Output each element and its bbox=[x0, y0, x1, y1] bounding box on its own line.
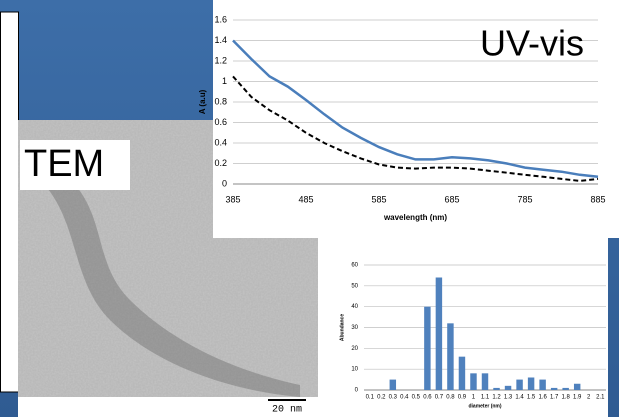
tem-particles bbox=[40, 170, 300, 397]
x-tick-label: 1.4 bbox=[515, 395, 524, 401]
x-tick-label: 585 bbox=[371, 194, 386, 204]
x-tick-label: 1.3 bbox=[504, 395, 513, 401]
x-axis-label: wavelength (nm) bbox=[383, 213, 447, 222]
bar bbox=[424, 306, 431, 390]
y-tick-label: 30 bbox=[351, 325, 358, 331]
bar bbox=[447, 323, 454, 390]
y-tick-label: 50 bbox=[351, 283, 358, 289]
x-tick-label: 0.8 bbox=[446, 395, 455, 401]
bar bbox=[493, 387, 500, 390]
series-line bbox=[232, 75, 599, 182]
x-tick-label: 0.4 bbox=[400, 395, 409, 401]
y-tick-label: 1.6 bbox=[214, 14, 227, 24]
x-tick-label: 685 bbox=[444, 194, 459, 204]
x-tick-label: 0.6 bbox=[423, 395, 432, 401]
x-tick-label: 0.3 bbox=[389, 395, 398, 401]
y-tick-label: 10 bbox=[351, 367, 358, 373]
bar bbox=[562, 387, 569, 390]
y-tick-label: 0 bbox=[355, 388, 359, 394]
tem-footer bbox=[18, 397, 330, 417]
bar bbox=[458, 356, 466, 390]
y-tick-label: 40 bbox=[351, 304, 358, 310]
chart-title: UV-vis bbox=[480, 23, 584, 64]
uvvis-panel bbox=[213, 0, 619, 238]
scale-bar-label: 20 nm bbox=[272, 405, 302, 416]
x-tick-label: 0.2 bbox=[377, 395, 386, 401]
x-tick-label: 0.1 bbox=[366, 395, 375, 401]
x-tick-label: 1.5 bbox=[527, 395, 536, 401]
y-tick-label: 60 bbox=[351, 263, 358, 269]
bar bbox=[389, 379, 397, 390]
y-tick-label: 0.2 bbox=[214, 158, 227, 168]
x-tick-label: 785 bbox=[517, 194, 532, 204]
x-tick-label: 0.9 bbox=[458, 395, 467, 401]
tem-label: TEM bbox=[24, 143, 104, 185]
y-tick-label: 0 bbox=[222, 178, 227, 188]
x-tick-label: 1.6 bbox=[538, 395, 547, 401]
bar bbox=[539, 379, 546, 390]
x-axis-label: diameter (nm) bbox=[468, 403, 501, 409]
bar bbox=[573, 383, 581, 390]
y-tick-label: 0.8 bbox=[214, 96, 227, 106]
x-tick-label: 1 bbox=[472, 395, 476, 401]
y-tick-label: 1.2 bbox=[214, 55, 227, 65]
tem-label-box bbox=[20, 140, 130, 190]
x-tick-label: 1.7 bbox=[550, 395, 559, 401]
bar bbox=[550, 387, 558, 390]
bar bbox=[481, 373, 489, 390]
y-tick-label: 0.6 bbox=[214, 117, 227, 127]
bar bbox=[470, 373, 477, 390]
series-line bbox=[232, 39, 599, 179]
y-tick-label: 1.4 bbox=[214, 35, 227, 45]
side-panel bbox=[0, 11, 19, 393]
x-tick-label: 385 bbox=[225, 194, 240, 204]
y-axis-label: Abundance bbox=[339, 314, 345, 341]
x-tick-label: 1.8 bbox=[561, 395, 570, 401]
x-tick-label: 485 bbox=[298, 194, 313, 204]
y-tick-label: 20 bbox=[351, 346, 358, 352]
x-tick-label: 1.1 bbox=[481, 395, 490, 401]
x-tick-label: 885 bbox=[590, 194, 605, 204]
y-axis-label: A (a.u) bbox=[198, 89, 207, 114]
x-tick-label: 0.5 bbox=[412, 395, 421, 401]
x-tick-label: 1.9 bbox=[573, 395, 582, 401]
x-tick-label: 0.7 bbox=[435, 395, 444, 401]
y-tick-label: 0.4 bbox=[214, 137, 227, 147]
x-tick-label: 2.1 bbox=[596, 395, 605, 401]
bar bbox=[516, 379, 523, 390]
bar bbox=[504, 385, 512, 390]
y-tick-label: 1 bbox=[222, 76, 227, 86]
bar bbox=[527, 377, 535, 390]
x-tick-label: 2 bbox=[587, 395, 591, 401]
bar bbox=[435, 277, 443, 390]
x-tick-label: 1.2 bbox=[492, 395, 501, 401]
